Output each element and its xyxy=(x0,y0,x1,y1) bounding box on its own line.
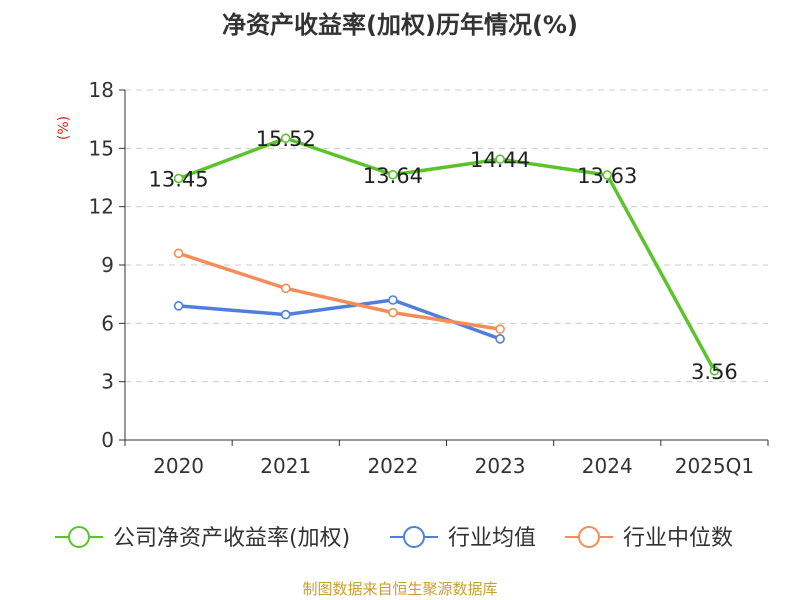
x-tick-label: 2024 xyxy=(582,454,633,478)
data-label: 13.63 xyxy=(577,164,637,188)
data-point xyxy=(495,154,505,165)
grid-lines xyxy=(125,89,768,383)
y-tick-label: 6 xyxy=(101,311,114,335)
data-point xyxy=(173,173,184,184)
y-tick-label: 3 xyxy=(101,370,114,394)
data-point xyxy=(495,334,505,344)
data-label: 13.64 xyxy=(363,164,423,188)
legend-label: 行业均值 xyxy=(448,526,536,551)
series-1 xyxy=(173,295,505,344)
data-label: 13.45 xyxy=(149,167,209,191)
series-0: 13.45 15.52 13.64 14.44 13.63 3.56 xyxy=(149,127,738,384)
data-point xyxy=(280,309,291,320)
y-axis-label: (%) xyxy=(56,116,72,140)
data-point xyxy=(388,307,398,318)
data-label: 15.52 xyxy=(256,127,316,151)
data-label: 14.44 xyxy=(470,148,530,172)
data-point xyxy=(280,133,291,144)
chart-title: 净资产收益率(加权)历年情况(%) xyxy=(222,11,578,39)
legend-item: 行业中位数 xyxy=(565,526,733,551)
y-tick-label: 12 xyxy=(89,195,114,219)
data-point xyxy=(280,283,291,294)
legend-label: 行业中位数 xyxy=(623,526,733,551)
x-tick-label: 2025Q1 xyxy=(675,454,754,478)
data-point xyxy=(173,301,184,311)
legend-label: 公司净资产收益率(加权) xyxy=(113,526,350,551)
series-2 xyxy=(173,248,505,334)
y-tick-label: 0 xyxy=(101,428,114,452)
data-label: 3.56 xyxy=(691,360,738,384)
series-line xyxy=(178,251,501,331)
y-tick-label: 18 xyxy=(89,78,114,102)
x-tick-label: 2023 xyxy=(475,454,526,478)
legend-marker-icon xyxy=(578,526,600,548)
y-tick-label: 15 xyxy=(89,136,114,160)
legend-item: 公司净资产收益率(加权) xyxy=(55,526,350,551)
x-tick-label: 2021 xyxy=(260,454,311,478)
legend-marker-icon xyxy=(68,526,90,548)
series-layer: 13.45 15.52 13.64 14.44 13.63 3.56 xyxy=(149,127,738,384)
source-footer: 制图数据来自恒生聚源数据库 xyxy=(302,580,497,598)
x-tick-label: 2022 xyxy=(367,454,418,478)
data-point xyxy=(173,248,184,259)
data-point xyxy=(495,324,505,334)
data-point xyxy=(388,169,398,180)
x-tick-label: 2020 xyxy=(153,454,204,478)
data-point xyxy=(388,295,398,305)
legend-marker-icon xyxy=(403,526,425,548)
data-point xyxy=(709,365,720,376)
data-point xyxy=(602,170,613,180)
legend-item: 行业均值 xyxy=(390,526,536,551)
axes: 0 3 6 9 12 15 18 2020 2021 2022 2023 2024 2025Q1 xyxy=(89,78,769,478)
legend: 公司净资产收益率(加权) 行业均值 行业中位数 xyxy=(55,526,733,551)
y-tick-label: 9 xyxy=(101,253,114,277)
series-line xyxy=(177,136,716,372)
series-line xyxy=(178,298,501,341)
